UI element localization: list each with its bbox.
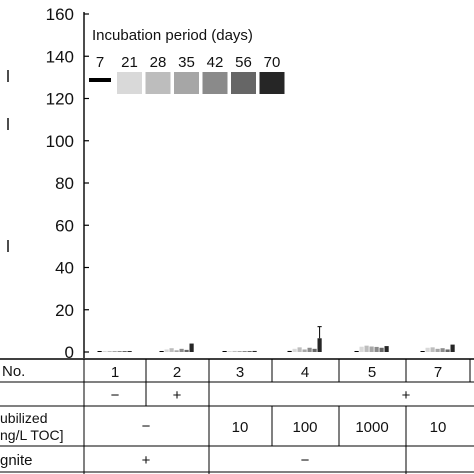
- table-cell: −: [142, 418, 151, 435]
- y-tick-label: 160: [46, 5, 74, 24]
- y-tick-labels: 0 20 40 60 80 100 120 140 160: [46, 5, 89, 362]
- legend-swatch: [231, 72, 256, 94]
- bar-7-7: [420, 351, 425, 352]
- bar-5-35: [369, 346, 374, 352]
- bar-7-21: [425, 347, 430, 352]
- table-cell: +: [402, 387, 411, 404]
- bar-3-35: [237, 351, 242, 352]
- table-cell: 5: [368, 364, 376, 381]
- bar-1-56: [122, 351, 127, 352]
- bar-1-35: [112, 351, 117, 352]
- bar-3-7: [222, 351, 227, 352]
- bar-3-56: [247, 351, 252, 352]
- bar-7-28: [430, 347, 435, 352]
- bar-2-28: [169, 348, 174, 352]
- bar-5-28: [364, 345, 369, 352]
- legend-swatch: [145, 72, 171, 94]
- table-cell: −: [301, 452, 310, 469]
- bar-4-56: [312, 348, 317, 352]
- bar-2-7: [159, 351, 164, 352]
- y-tick-label: 120: [46, 90, 74, 109]
- bar-1-28: [107, 351, 112, 352]
- bar-3-42: [242, 351, 247, 352]
- bar-5-42: [374, 346, 379, 352]
- legend-title: Incubation period (days): [92, 27, 253, 44]
- legend-swatch: [259, 72, 285, 94]
- legend-swatch: [202, 72, 228, 94]
- bar-4-42: [307, 347, 312, 352]
- bar-7-70: [450, 344, 455, 352]
- table-cell: −: [111, 387, 120, 404]
- bar-2-42: [179, 348, 184, 352]
- bar-3-28: [232, 350, 237, 352]
- bar-5-7: [354, 351, 359, 352]
- table-cell: 10: [232, 419, 249, 436]
- bar-4-21: [292, 348, 297, 352]
- legend: Incubation period (days) 7 21 28 35 42 56 70: [89, 27, 285, 94]
- y-tick-label: 40: [55, 259, 74, 278]
- legend-swatch: [174, 72, 199, 94]
- bar-5-56: [379, 347, 384, 352]
- bar-7-42: [440, 348, 445, 352]
- table-cell: +: [142, 452, 151, 469]
- table-cell: 4: [301, 364, 309, 381]
- y-tick-label: 100: [46, 132, 74, 151]
- condition-table: No. 1 2 3 4 5 7 − + + ubilized ng/L TOC]…: [0, 358, 474, 474]
- bar-4-70: [317, 338, 322, 352]
- legend-entry-label: 35: [178, 54, 195, 71]
- bar-5-70: [384, 346, 389, 352]
- legend-swatch: [89, 78, 111, 82]
- bar-7-35: [435, 348, 440, 352]
- table-cell: 10: [430, 419, 447, 436]
- row-label-solubilized-unit: ng/L TOC]: [0, 427, 64, 443]
- bar-5-21: [359, 346, 364, 352]
- bar-4-35: [302, 349, 307, 352]
- bar-7-56: [445, 349, 450, 352]
- legend-entry-label: 42: [207, 54, 224, 71]
- y-tick-label: 140: [46, 47, 74, 66]
- bars: [97, 326, 455, 352]
- y-tick-label: 0: [65, 343, 74, 362]
- bar-1-21: [102, 351, 107, 352]
- bar-2-70: [189, 343, 194, 352]
- bar-2-56: [184, 349, 189, 352]
- bar-1-7: [97, 351, 102, 352]
- bar-1-70: [127, 351, 132, 352]
- bar-4-28: [297, 347, 302, 352]
- table-cell: 7: [434, 364, 442, 381]
- row-label-solubilized: ubilized: [0, 410, 47, 426]
- bar-2-35: [174, 350, 179, 352]
- legend-entry-label: 56: [235, 54, 252, 71]
- bar-1-42: [117, 351, 122, 352]
- legend-entry-label: 21: [121, 54, 138, 71]
- bar-2-21: [164, 349, 169, 352]
- legend-entry-label: 7: [96, 54, 104, 71]
- row-label-no: No.: [2, 363, 25, 380]
- legend-entry-label: 70: [264, 54, 281, 71]
- bar-3-21: [227, 351, 232, 352]
- y-tick-label: 80: [55, 174, 74, 193]
- legend-swatch: [117, 72, 142, 94]
- row-label-lignite: gnite: [0, 452, 33, 469]
- y-tick-label: 20: [55, 301, 74, 320]
- table-cell: 2: [173, 364, 181, 381]
- table-cell: 1000: [355, 419, 388, 436]
- table-cell: 1: [111, 364, 119, 381]
- legend-entry-label: 28: [150, 54, 167, 71]
- bar-4-7: [287, 350, 292, 352]
- y-tick-label: 60: [55, 216, 74, 235]
- table-cell: 100: [292, 419, 317, 436]
- table-cell: 3: [236, 364, 244, 381]
- bar-3-70: [252, 350, 257, 352]
- table-cell: +: [173, 387, 182, 404]
